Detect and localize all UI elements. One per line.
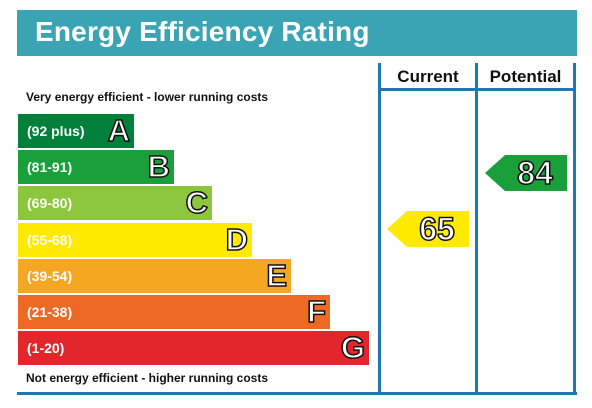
- band-range-label: (55-68): [27, 232, 73, 248]
- potential-rating-arrow: 84: [485, 154, 567, 192]
- band-letter: A: [107, 113, 131, 149]
- frame-divider-current-left: [378, 63, 381, 395]
- band-range-label: (92 plus): [27, 123, 85, 139]
- potential-rating-value: 84: [516, 154, 553, 192]
- band-g: (1-20) G: [18, 330, 369, 366]
- title-bar: Energy Efficiency Rating: [17, 10, 577, 56]
- band-letter: C: [185, 185, 209, 221]
- frame-divider-potential-left: [475, 63, 478, 395]
- frame-right-line: [573, 63, 576, 395]
- current-rating-value: 65: [418, 210, 455, 248]
- band-f: (21-38) F: [18, 294, 330, 330]
- band-a: (92 plus) A: [18, 113, 134, 149]
- current-column-header: Current: [397, 67, 459, 86]
- band-letter: F: [306, 294, 326, 330]
- potential-column-header: Potential: [489, 67, 562, 86]
- band-c: (69-80) C: [18, 185, 212, 221]
- band-range-label: (69-80): [27, 195, 73, 211]
- top-note: Very energy efficient - lower running co…: [26, 90, 269, 104]
- band-range-label: (21-38): [27, 304, 73, 320]
- band-range-label: (1-20): [27, 340, 65, 356]
- page-title: Energy Efficiency Rating: [35, 16, 370, 47]
- bottom-note: Not energy efficient - higher running co…: [26, 371, 269, 385]
- band-letter: D: [225, 222, 249, 258]
- band-b: (81-91) B: [18, 149, 174, 185]
- header-underline: [378, 88, 576, 91]
- band-range-label: (39-54): [27, 268, 73, 284]
- current-arrow-shape: [387, 211, 469, 247]
- band-d: (55-68) D: [18, 222, 252, 258]
- band-letter: E: [266, 258, 288, 294]
- current-rating-arrow: 65: [387, 210, 469, 248]
- frame-bottom-line: [17, 392, 577, 395]
- band-e: (39-54) E: [18, 258, 291, 294]
- band-letter: B: [147, 149, 171, 185]
- potential-arrow-shape: [485, 155, 567, 191]
- band-letter: G: [340, 330, 366, 366]
- band-range-label: (81-91): [27, 159, 73, 175]
